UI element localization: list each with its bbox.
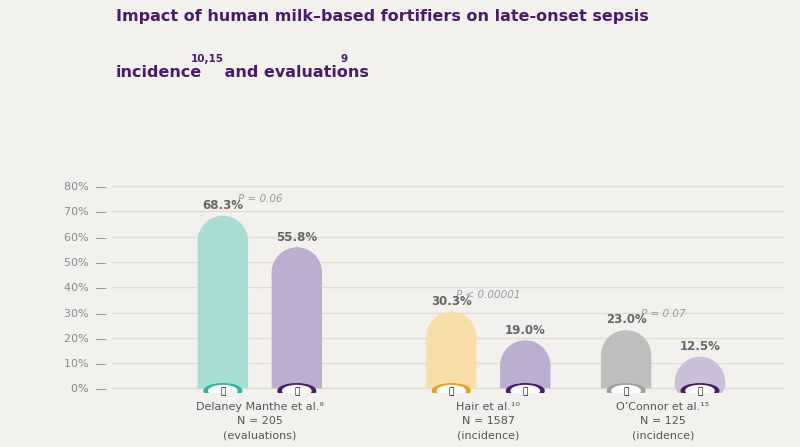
Text: Impact of human milk–based fortifiers on late-onset sepsis: Impact of human milk–based fortifiers on… bbox=[116, 9, 649, 24]
Circle shape bbox=[438, 385, 466, 396]
Text: P < 0.00001: P < 0.00001 bbox=[456, 291, 521, 300]
Text: 👩: 👩 bbox=[294, 387, 299, 396]
Circle shape bbox=[204, 384, 242, 398]
Circle shape bbox=[209, 385, 237, 396]
Text: 🐄: 🐄 bbox=[449, 387, 454, 396]
Circle shape bbox=[681, 384, 719, 398]
Circle shape bbox=[433, 384, 470, 398]
Ellipse shape bbox=[674, 357, 726, 407]
Ellipse shape bbox=[601, 330, 651, 380]
Ellipse shape bbox=[198, 216, 248, 266]
FancyBboxPatch shape bbox=[500, 366, 550, 388]
Text: 9: 9 bbox=[341, 54, 348, 63]
Ellipse shape bbox=[500, 340, 550, 391]
FancyBboxPatch shape bbox=[426, 337, 477, 388]
Text: Delaney Manthe et al.⁹
N = 205
(evaluations): Delaney Manthe et al.⁹ N = 205 (evaluati… bbox=[196, 402, 324, 440]
Text: 19.0%: 19.0% bbox=[505, 324, 546, 337]
Text: 👩: 👩 bbox=[698, 387, 702, 396]
Text: incidence: incidence bbox=[116, 65, 202, 80]
Text: 10,15: 10,15 bbox=[191, 54, 224, 63]
Text: 30.3%: 30.3% bbox=[431, 295, 472, 308]
FancyBboxPatch shape bbox=[674, 382, 725, 388]
Circle shape bbox=[506, 384, 544, 398]
Text: and evaluations: and evaluations bbox=[219, 65, 369, 80]
Text: 23.0%: 23.0% bbox=[606, 313, 646, 326]
Text: O’Connor et al.¹⁵
N = 125
(incidence): O’Connor et al.¹⁵ N = 125 (incidence) bbox=[617, 402, 710, 440]
Text: 🐄: 🐄 bbox=[220, 387, 226, 396]
FancyBboxPatch shape bbox=[198, 241, 248, 388]
Circle shape bbox=[511, 385, 539, 396]
Text: P = 0.07: P = 0.07 bbox=[641, 309, 686, 319]
FancyBboxPatch shape bbox=[601, 355, 651, 388]
Text: 👩: 👩 bbox=[522, 387, 528, 396]
FancyBboxPatch shape bbox=[272, 273, 322, 388]
Text: 55.8%: 55.8% bbox=[276, 231, 318, 244]
Text: 68.3%: 68.3% bbox=[202, 199, 243, 212]
Text: 12.5%: 12.5% bbox=[679, 340, 721, 353]
Ellipse shape bbox=[272, 247, 322, 298]
Ellipse shape bbox=[426, 312, 477, 362]
Text: Hair et al.¹⁰
N = 1587
(incidence): Hair et al.¹⁰ N = 1587 (incidence) bbox=[456, 402, 520, 440]
Text: P = 0.06: P = 0.06 bbox=[238, 194, 282, 204]
Circle shape bbox=[607, 384, 645, 398]
Circle shape bbox=[612, 385, 640, 396]
Circle shape bbox=[282, 385, 311, 396]
Circle shape bbox=[686, 385, 714, 396]
Circle shape bbox=[278, 384, 316, 398]
Text: 🐄: 🐄 bbox=[623, 387, 629, 396]
